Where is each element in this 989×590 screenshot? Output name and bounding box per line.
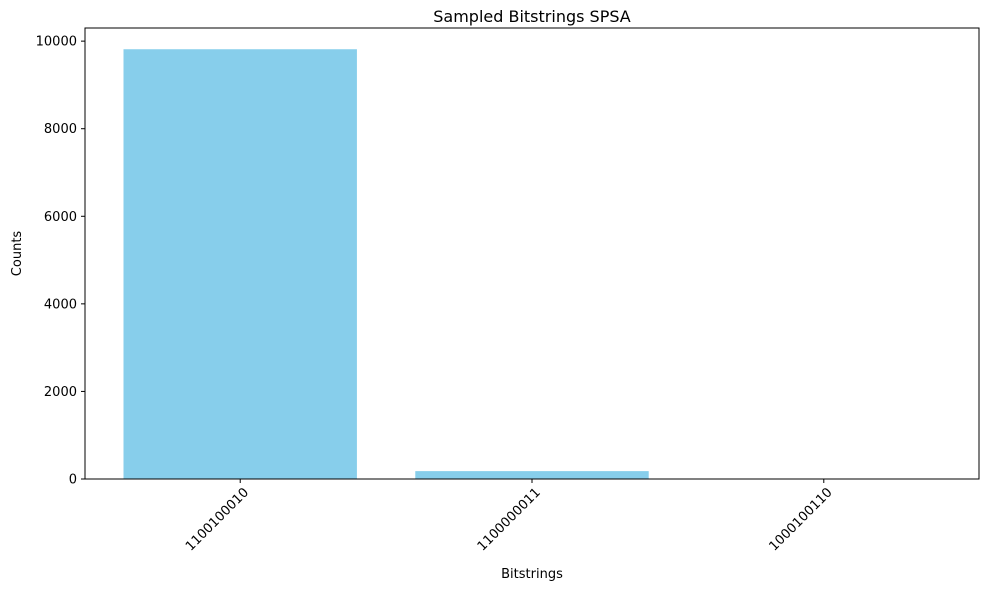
chart-title: Sampled Bitstrings SPSA	[433, 7, 631, 26]
y-tick-label: 8000	[44, 122, 77, 137]
y-tick-label: 2000	[44, 385, 77, 400]
x-tick-label: 1100100010	[183, 485, 252, 554]
y-tick-label: 6000	[44, 210, 77, 225]
y-tick-label: 10000	[36, 35, 77, 50]
plot-frame	[84, 27, 980, 480]
x-tick-label: 1000100110	[767, 485, 836, 554]
x-axis-ticks: 1100100010 1100000011 1000100110	[183, 479, 836, 554]
x-tick-label: 1100000011	[475, 485, 544, 554]
bar-1100000011	[415, 471, 649, 479]
bars	[123, 49, 941, 479]
y-tick-label: 4000	[44, 297, 77, 312]
y-axis-label: Counts	[10, 231, 25, 277]
x-axis-label: Bitstrings	[501, 567, 563, 582]
y-tick-label: 0	[69, 473, 77, 488]
bar-1100100010	[123, 49, 357, 479]
y-axis-ticks: 0 2000 4000 6000 8000 10000	[36, 35, 85, 488]
